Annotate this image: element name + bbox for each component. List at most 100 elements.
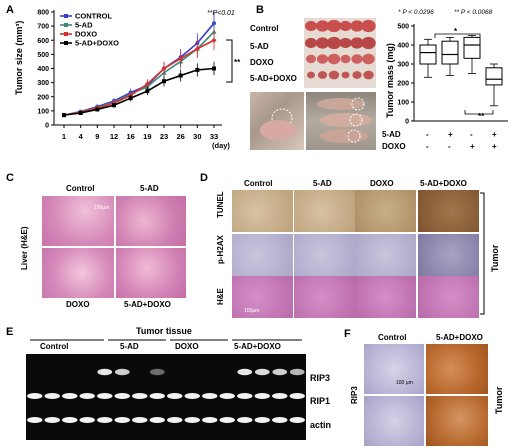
panel-b-letter: B	[256, 4, 264, 16]
data-point	[95, 107, 100, 112]
f-col-combo: 5-AD+DOXO	[436, 333, 483, 342]
f-scale: 100 µm	[396, 380, 413, 386]
b-ytick: 0	[405, 119, 409, 126]
panel-d-letter: D	[200, 172, 208, 184]
tumor-sample	[328, 70, 340, 80]
legend-label: DOXO	[75, 30, 97, 39]
data-point	[161, 66, 167, 71]
tumor-sample	[363, 70, 374, 80]
a-xtick: 33	[210, 132, 218, 141]
factor-5ad: 5-AD	[382, 130, 401, 139]
d-row-he: H&E	[216, 288, 225, 305]
data-point	[195, 67, 200, 72]
legend-label: 5-AD+DOXO	[75, 39, 119, 48]
a-xtick: 19	[143, 132, 151, 141]
factor-sign: -	[470, 130, 473, 139]
factor-sign: -	[426, 142, 429, 151]
d-tissue-image	[355, 234, 416, 276]
panel-f-letter: F	[344, 328, 351, 340]
tumor-sample	[362, 53, 375, 65]
actin-band	[114, 417, 130, 423]
tumor-sample	[352, 71, 362, 79]
d-col-control: Control	[244, 179, 273, 188]
rip1-band	[289, 393, 305, 399]
pval-1: * P < 0.0296	[398, 9, 434, 16]
f-side: Tumor	[494, 386, 504, 414]
d-side: Tumor	[490, 244, 500, 272]
tumor-sample	[305, 20, 317, 32]
mouse-photo-1	[250, 92, 304, 150]
factor-sign: +	[492, 142, 497, 151]
d-tissue-image	[294, 276, 355, 318]
box	[463, 36, 481, 59]
actin-band	[219, 417, 235, 423]
a-ytick: 800	[37, 10, 49, 17]
actin-band	[27, 417, 43, 423]
b-ytick: 300	[397, 62, 409, 69]
c-doxo: DOXO	[66, 300, 90, 309]
liver-control	[42, 196, 114, 246]
tumor-sample	[326, 19, 342, 33]
panel-e-letter: E	[6, 326, 14, 338]
rip1-band	[202, 393, 218, 399]
d-scale: 100µm	[244, 308, 260, 314]
d-tissue-image	[232, 276, 293, 318]
e-group-5ad: 5-AD	[120, 342, 139, 351]
b-ytick: 200	[397, 81, 409, 88]
a-xtick: 4	[79, 132, 84, 141]
tumor-sample	[339, 37, 352, 49]
box	[441, 40, 459, 65]
a-ytick: 200	[37, 94, 49, 101]
tumor-sample	[317, 71, 328, 79]
c-5ad: 5-AD	[140, 184, 159, 193]
e-band-rip3: RIP3	[310, 373, 331, 383]
a-ytick: 500	[37, 52, 49, 59]
d-tissue-image	[355, 190, 416, 232]
f-row-rip3: RIP3	[350, 386, 359, 404]
a-xtick: 30	[193, 132, 201, 141]
data-point	[145, 89, 150, 94]
d-tissue-image	[294, 190, 355, 232]
data-point	[211, 37, 217, 43]
p-value-label: **P<0.01	[207, 10, 235, 17]
d-row-tunel: TUNEL	[216, 191, 225, 218]
actin-band	[202, 417, 218, 423]
tumor-sample	[315, 37, 330, 49]
tumor-sample	[307, 71, 315, 79]
b-sig-2: **	[478, 112, 485, 121]
actin-band	[289, 417, 305, 423]
d-row-ph2ax: p-H2AX	[216, 235, 225, 264]
rip3-band	[237, 368, 253, 376]
actin-band	[79, 417, 95, 423]
d-tissue-image	[294, 234, 355, 276]
rip3-band	[254, 368, 270, 376]
factor-doxo: DOXO	[382, 142, 406, 151]
tumor-mass-box-plot: 0 100 200 300 400 500	[397, 24, 508, 126]
rip1-band	[149, 393, 165, 399]
series-line	[63, 67, 215, 116]
rip1-band	[237, 393, 253, 399]
a-ytick: 100	[37, 108, 49, 115]
tumor-sample	[351, 54, 363, 64]
panel-a-letter: A	[6, 4, 14, 16]
factor-sign: +	[470, 142, 475, 151]
e-group-doxo: DOXO	[175, 342, 199, 351]
e-band-rip1: RIP1	[310, 396, 331, 406]
a-ytick: 300	[37, 80, 49, 87]
data-point	[78, 110, 83, 115]
excised-tumors-photo	[304, 18, 376, 88]
factor-sign: -	[426, 130, 429, 139]
b-ytick: 400	[397, 43, 409, 50]
factor-sign: -	[448, 142, 451, 151]
data-point	[212, 66, 216, 71]
data-point	[178, 56, 184, 62]
actin-band	[167, 417, 183, 423]
rip1-band	[114, 393, 130, 399]
f-col-control: Control	[378, 333, 407, 342]
b-ytick: 100	[397, 100, 409, 107]
f-control-top	[364, 344, 424, 394]
liver-doxo	[42, 248, 114, 298]
a-xtick: 1	[62, 132, 66, 141]
d-tissue-image	[418, 276, 479, 318]
tumor-sample	[350, 37, 364, 49]
